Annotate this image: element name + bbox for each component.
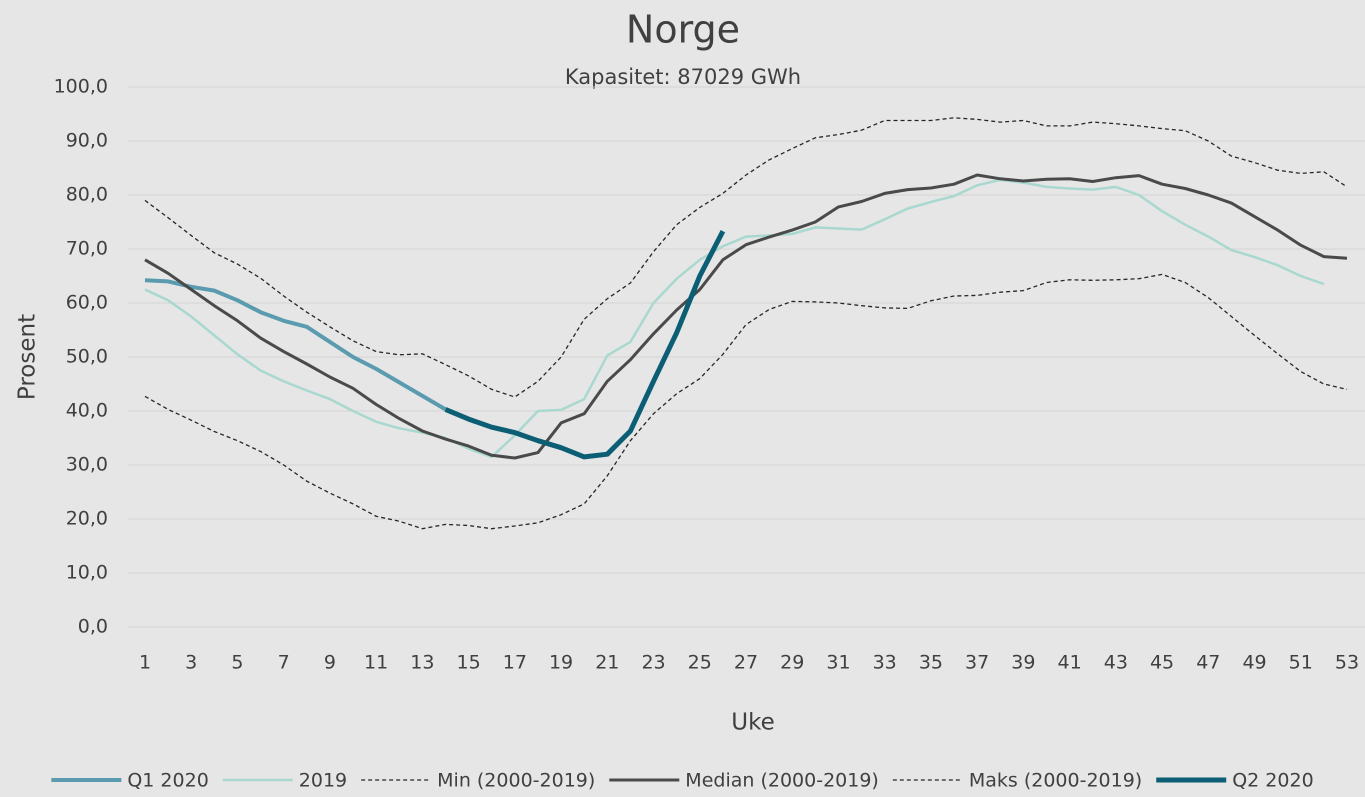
y-axis-label: Prosent	[15, 314, 41, 400]
chart-subtitle: Kapasitet: 87029 GWh	[565, 65, 801, 89]
y-tick-label: 10,0	[66, 562, 108, 584]
y-tick-label: 50,0	[66, 346, 108, 368]
x-tick-label: 35	[919, 652, 943, 674]
legend-label: Maks (2000-2019)	[969, 770, 1142, 792]
legend-label: Median (2000-2019)	[685, 770, 879, 792]
series-line	[144, 117, 1348, 398]
x-tick-label: 3	[185, 652, 197, 674]
y-tick-label: 90,0	[66, 130, 108, 152]
series-line	[144, 173, 1348, 460]
x-tick-label: 21	[595, 652, 619, 674]
x-tick-label: 45	[1150, 652, 1174, 674]
x-tick-label: 53	[1335, 652, 1359, 674]
x-tick-label: 41	[1058, 652, 1082, 674]
x-tick-label: 29	[780, 652, 804, 674]
y-tick-label: 80,0	[66, 184, 108, 206]
x-tick-label: 43	[1104, 652, 1128, 674]
legend-label: Min (2000-2019)	[437, 770, 595, 792]
legend-item: Min (2000-2019)	[361, 770, 595, 792]
legend-label: 2019	[299, 770, 347, 792]
series-line	[144, 278, 447, 412]
series-line	[144, 178, 1325, 459]
chart-title: Norge	[626, 8, 740, 52]
x-tick-label: 31	[826, 652, 850, 674]
legend-item: Q1 2020	[51, 770, 209, 792]
y-tick-label: 0,0	[78, 616, 108, 638]
x-tick-label: 25	[688, 652, 712, 674]
series-line	[144, 273, 1348, 530]
legend-item: Maks (2000-2019)	[892, 770, 1142, 792]
grid: 0,0 10,0 20,0 30,0 40,0 50,0 60,0 70,0 80,0 90,0 1…	[54, 76, 1365, 674]
x-tick-label: 19	[549, 652, 573, 674]
x-tick-label: 39	[1011, 652, 1035, 674]
legend-label: Q1 2020	[127, 770, 208, 792]
x-tick-label: 1	[139, 652, 151, 674]
x-tick-label: 27	[734, 652, 758, 674]
legend-item: Median (2000-2019)	[609, 770, 879, 792]
plot-area	[144, 117, 1348, 530]
x-tick-label: 51	[1289, 652, 1313, 674]
y-tick-label: 70,0	[66, 238, 108, 260]
y-tick-label: 60,0	[66, 292, 108, 314]
legend: Q1 2020 2019 Min (2000-2019) Median (2000-2…	[51, 770, 1314, 792]
x-tick-label: 23	[641, 652, 665, 674]
x-tick-label: 49	[1242, 652, 1266, 674]
y-tick-label: 30,0	[66, 454, 108, 476]
y-tick-label: 100,0	[54, 76, 108, 98]
x-axis-label: Uke	[731, 710, 774, 736]
legend-item: 2019	[222, 770, 347, 792]
x-tick-label: 13	[410, 652, 434, 674]
legend-label: Q2 2020	[1232, 770, 1313, 792]
x-tick-label: 47	[1196, 652, 1220, 674]
legend-item: Q2 2020	[1156, 770, 1314, 792]
x-tick-label: 5	[231, 652, 243, 674]
x-tick-label: 7	[278, 652, 290, 674]
y-tick-label: 20,0	[66, 508, 108, 530]
x-tick-label: 11	[364, 652, 388, 674]
x-tick-label: 9	[324, 652, 336, 674]
x-tick-label: 37	[965, 652, 989, 674]
y-tick-label: 40,0	[66, 400, 108, 422]
series-line	[444, 230, 726, 460]
x-tick-label: 17	[503, 652, 527, 674]
x-tick-label: 15	[457, 652, 481, 674]
x-tick-label: 33	[873, 652, 897, 674]
